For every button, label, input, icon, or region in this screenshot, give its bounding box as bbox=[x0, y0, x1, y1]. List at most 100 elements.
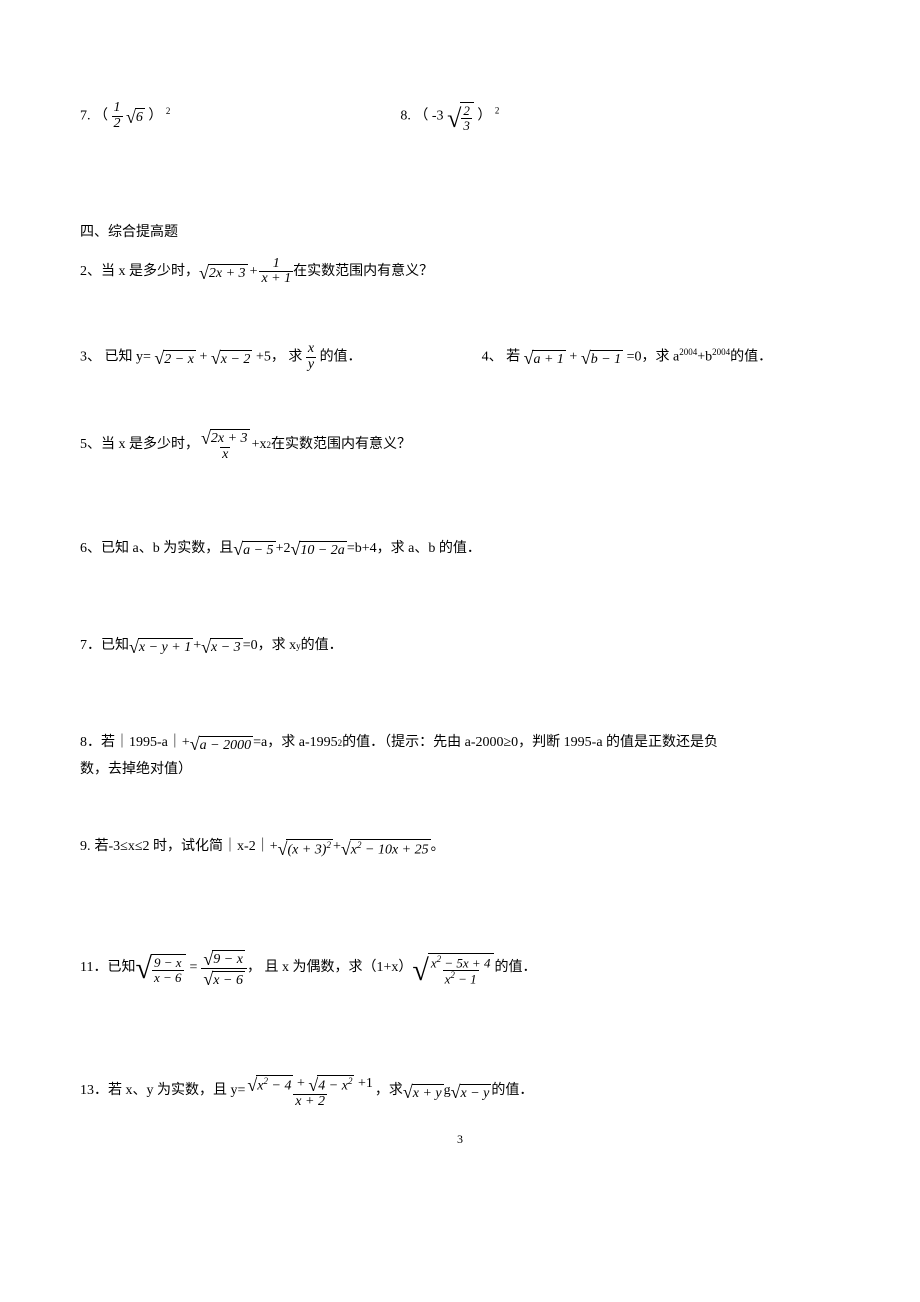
q11-tail-frac: x2 − 5x + 4 x2 − 1 bbox=[429, 955, 493, 986]
q7b-sqrt2: √ x − 3 bbox=[201, 636, 243, 655]
q9-label: 9. bbox=[80, 836, 91, 858]
q3-frac-den: y bbox=[306, 357, 316, 373]
q11-pre: 已知 bbox=[107, 957, 135, 979]
q7b-post: 的值． bbox=[301, 635, 343, 657]
problem-4: 4、 若 √ a + 1 + √ b − 1 =0，求 a2004+b2004的… bbox=[482, 345, 773, 369]
q4-post: 的值． bbox=[730, 350, 772, 365]
q5-plus: +x bbox=[252, 434, 267, 456]
q13-den: x + 2 bbox=[293, 1094, 327, 1110]
q13-g: g bbox=[444, 1080, 451, 1102]
radical-icon: √ bbox=[135, 954, 151, 984]
q11-tail-num: x2 − 5x + 4 bbox=[429, 955, 493, 970]
problem-3-4-row: 3、 已知 y= √ 2 − x + √ x − 2 +5， 求 x y 的值．… bbox=[80, 342, 840, 372]
q8-exp: 2 bbox=[495, 106, 500, 116]
q6-post: =b+4，求 a、b 的值． bbox=[347, 538, 481, 560]
q7-frac-den: 2 bbox=[112, 116, 123, 132]
problem-5: 5、 当 x 是多少时， √ 2x + 3 x +x2在实数范围内有意义？ bbox=[80, 427, 840, 462]
q2-frac-num: 1 bbox=[271, 257, 282, 272]
q5-pre: 当 x 是多少时， bbox=[101, 434, 199, 456]
q7b-label: 7． bbox=[80, 635, 101, 657]
q3-plus1: + bbox=[199, 349, 207, 364]
q13-post: 的值． bbox=[491, 1080, 533, 1102]
q11-rhs-num-sqrt: √ 9 − x bbox=[203, 948, 245, 967]
problem-3: 3、 已知 y= √ 2 − x + √ x − 2 +5， 求 x y 的值． bbox=[80, 342, 362, 372]
q9-sqrt1-arg: (x + 3)2 bbox=[286, 839, 333, 858]
q11-tail-den: x2 − 1 bbox=[443, 970, 479, 986]
q2-frac-den: x + 1 bbox=[259, 271, 293, 287]
q13-mid: ，求 bbox=[375, 1080, 403, 1102]
q2-pre: 当 x 是多少时， bbox=[101, 261, 199, 283]
q9-post: 。 bbox=[431, 836, 445, 858]
q5-post: 在实数范围内有意义？ bbox=[271, 434, 411, 456]
q8-coef: -3 bbox=[432, 108, 444, 123]
q13-pre: 若 x、y 为实数，且 y= bbox=[108, 1080, 245, 1102]
q9-sqrt2-arg: x2 − 10x + 25 bbox=[350, 839, 431, 858]
q6-pre: 已知 a、b 为实数，且 bbox=[101, 538, 233, 560]
q3-sqrt1: √ 2 − x bbox=[154, 348, 196, 367]
problem-11: 11． 已知 √ 9 − x x − 6 = √ 9 − x √ bbox=[80, 948, 840, 988]
q13-num: √ x2 − 4 + √ 4 − x2 +1 bbox=[245, 1073, 374, 1094]
q8-sqrt-frac: 2 3 bbox=[461, 104, 472, 132]
problem-2: 2、 当 x 是多少时， √ 2x + 3 + 1 x + 1 在实数范围内有意… bbox=[80, 257, 840, 287]
q11-tail-arg: x2 − 5x + 4 x2 − 1 bbox=[428, 953, 495, 986]
q4-plus: + bbox=[569, 350, 577, 365]
q4-sqrt2: √ b − 1 bbox=[581, 348, 623, 367]
problem-8: 8. （ -3 √ 2 3 ） 2 bbox=[400, 100, 499, 132]
q13-num-sqrt1: √ x2 − 4 bbox=[247, 1073, 293, 1094]
q11-mid: ， 且 x 为偶数，求（1+x） bbox=[247, 957, 412, 979]
q11-lhs-sqrt: √ 9 − x x − 6 bbox=[135, 952, 185, 984]
q3-label: 3、 bbox=[80, 349, 101, 364]
q8b-sqrt-arg: a − 2000 bbox=[199, 736, 253, 753]
q7b-sqrt1-arg: x − y + 1 bbox=[138, 638, 193, 655]
q11-rhs-frac: √ 9 − x √ x − 6 bbox=[201, 948, 247, 988]
q6-sqrt1: √ a − 5 bbox=[233, 539, 275, 558]
q8b-sqrt: √ a − 2000 bbox=[190, 734, 253, 753]
q8b-label: 8． bbox=[80, 732, 101, 754]
q7-sqrt-arg: 6 bbox=[135, 108, 145, 125]
q2-label: 2、 bbox=[80, 261, 101, 283]
q5-frac-den: x bbox=[220, 447, 230, 463]
q4-pre: 若 bbox=[506, 350, 520, 365]
q7b-plus: + bbox=[193, 635, 201, 657]
q3-pre: 已知 y= bbox=[105, 349, 151, 364]
q11-rhs-num: √ 9 − x bbox=[201, 948, 247, 967]
q13-label: 13． bbox=[80, 1080, 108, 1102]
problem-13: 13． 若 x、y 为实数，且 y= √ x2 − 4 + √ 4 − x2 +… bbox=[80, 1073, 840, 1110]
problem-8b: 8． 若｜1995-a｜+ √ a − 2000 =a，求 a-19952的值．… bbox=[80, 732, 840, 781]
q6-sqrt1-arg: a − 5 bbox=[242, 541, 275, 558]
q6-sqrt2: √ 10 − 2a bbox=[290, 539, 346, 558]
q4-mid: +b bbox=[697, 350, 712, 365]
q3-plus5: +5， bbox=[256, 349, 285, 364]
section-4-title: 四、综合提高题 bbox=[80, 222, 840, 244]
q3-frac: x y bbox=[306, 342, 316, 372]
q7-sqrt: √ 6 bbox=[126, 106, 145, 125]
q3-sqrt2: √ x − 2 bbox=[211, 348, 253, 367]
q4-exp1: 2004 bbox=[679, 347, 697, 357]
q4-sqrt2-arg: b − 1 bbox=[590, 350, 623, 367]
q11-post: 的值． bbox=[494, 957, 536, 979]
q13-sqrt3: √ x + y bbox=[403, 1082, 444, 1101]
q5-frac-num: √ 2x + 3 bbox=[199, 427, 252, 446]
q11-lhs-den: x − 6 bbox=[152, 970, 184, 985]
q6-mid: +2 bbox=[276, 538, 291, 560]
q13-sqrt4: √ x − y bbox=[451, 1082, 492, 1101]
problem-7b: 7． 已知 √ x − y + 1 + √ x − 3 =0，求 xy的值． bbox=[80, 635, 840, 657]
q9-pre: 若-3≤x≤2 时，试化简｜x-2｜+ bbox=[95, 836, 278, 858]
q11-rhs-den: √ x − 6 bbox=[201, 968, 247, 988]
q4-exp2: 2004 bbox=[712, 347, 730, 357]
q11-lhs-arg: 9 − x x − 6 bbox=[151, 954, 186, 984]
q5-frac: √ 2x + 3 x bbox=[199, 427, 252, 462]
q7b-sqrt2-arg: x − 3 bbox=[210, 638, 243, 655]
page-number: 3 bbox=[80, 1130, 840, 1149]
q7-close: ） bbox=[148, 108, 162, 123]
q8-frac-num: 2 bbox=[461, 104, 472, 118]
q4-sqrt1: √ a + 1 bbox=[524, 348, 566, 367]
q8b-line2: 数，去掉绝对值） bbox=[80, 759, 840, 781]
q3-post: 的值． bbox=[320, 349, 362, 364]
q7b-pre: 已知 bbox=[101, 635, 129, 657]
q9-plus: + bbox=[333, 836, 341, 858]
q7-open: （ bbox=[94, 108, 108, 123]
q13-big-frac: √ x2 − 4 + √ 4 − x2 +1 x + 2 bbox=[245, 1073, 374, 1110]
q11-lhs-frac: 9 − x x − 6 bbox=[152, 956, 184, 984]
top-problems-row: 7. （ 1 2 √ 6 ） 2 8. （ -3 √ 2 bbox=[80, 100, 840, 132]
